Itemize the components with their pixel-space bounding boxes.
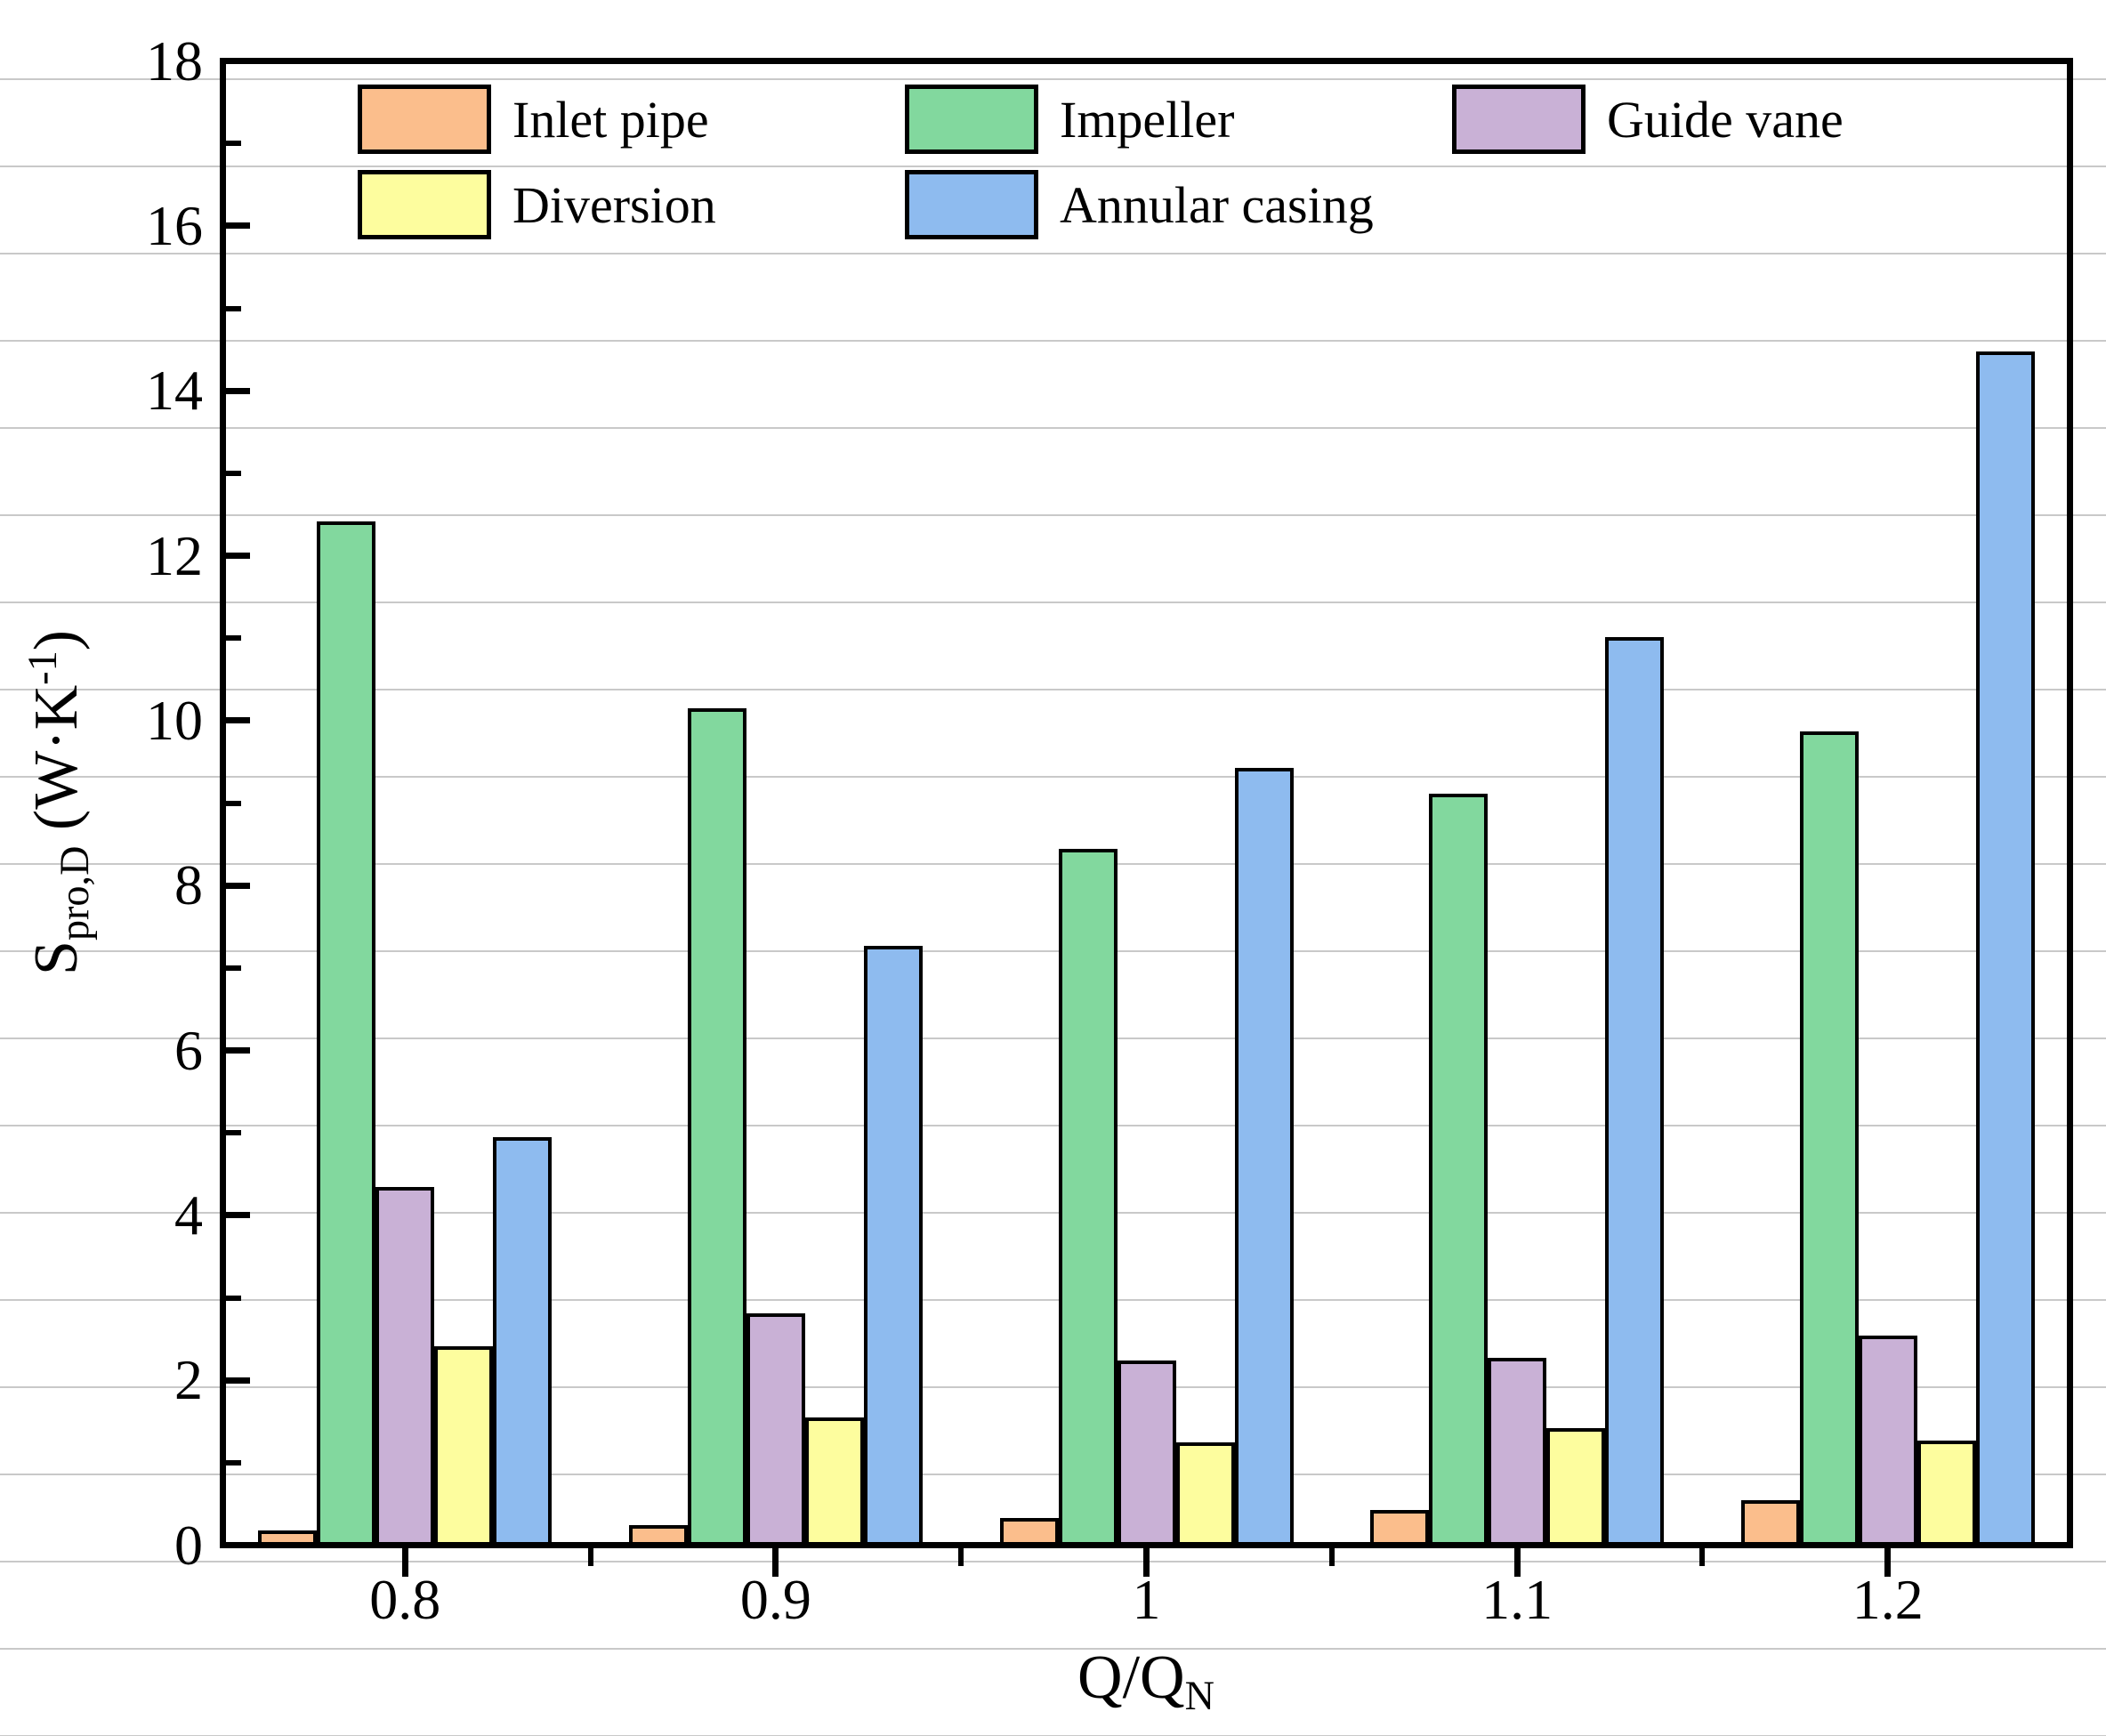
y-major-tick-4 xyxy=(220,1212,250,1219)
x-axis-title: Q/QN xyxy=(1077,1643,1214,1718)
x-minor-tick-3 xyxy=(1328,1545,1335,1566)
y-minor-tick-3 xyxy=(220,1295,241,1301)
y-major-tick-14 xyxy=(220,387,250,394)
x-major-tick-0.8 xyxy=(401,1545,408,1577)
axis-spine-right xyxy=(2067,58,2073,1548)
bar-impeller-1.1 xyxy=(1429,793,1489,1546)
y-minor-tick-13 xyxy=(220,470,241,476)
y-major-tick-8 xyxy=(220,882,250,889)
legend-swatch xyxy=(1452,85,1586,154)
x-major-tick-1 xyxy=(1143,1545,1150,1577)
bar-annular-casing-1.2 xyxy=(1975,351,2035,1546)
x-major-tick-0.9 xyxy=(772,1545,779,1577)
plot-area: Inlet pipe Impeller Guide vane Diversion Ann… xyxy=(220,58,2073,1577)
y-tick-label-2: 2 xyxy=(174,1348,203,1412)
legend-swatch xyxy=(358,85,491,154)
y-minor-tick-7 xyxy=(220,965,241,971)
bar-guide-vane-1.2 xyxy=(1858,1335,1917,1546)
y-minor-tick-1 xyxy=(220,1459,241,1466)
y-major-tick-10 xyxy=(220,717,250,724)
y-minor-tick-9 xyxy=(220,800,241,806)
bar-inlet-pipe-1.2 xyxy=(1740,1500,1800,1546)
bar-guide-vane-1.1 xyxy=(1488,1357,1547,1546)
x-tick-label-1.1: 1.1 xyxy=(1481,1568,1553,1631)
bar-diversion-1.1 xyxy=(1546,1428,1606,1546)
bar-impeller-1.2 xyxy=(1799,731,1859,1546)
x-minor-tick-2 xyxy=(958,1545,964,1566)
legend-swatch xyxy=(905,85,1038,154)
y-tick-label-4: 4 xyxy=(174,1183,203,1247)
bar-annular-casing-1.1 xyxy=(1605,636,1665,1546)
bar-guide-vane-1 xyxy=(1117,1360,1176,1546)
bar-inlet-pipe-1.1 xyxy=(1370,1510,1430,1546)
x-tick-label-1.2: 1.2 xyxy=(1852,1568,1924,1631)
y-tick-label-6: 6 xyxy=(174,1018,203,1082)
y-major-tick-12 xyxy=(220,553,250,559)
legend-label: Inlet pipe xyxy=(512,90,709,149)
y-tick-label-14: 14 xyxy=(146,359,203,423)
bar-impeller-0.8 xyxy=(317,521,376,1546)
x-tick-label-0.8: 0.8 xyxy=(369,1568,441,1631)
y-minor-tick-5 xyxy=(220,1130,241,1136)
axis-spine-top xyxy=(220,58,2073,64)
legend-item-inlet-pipe: Inlet pipe xyxy=(358,83,905,156)
bar-diversion-0.8 xyxy=(434,1345,494,1546)
bar-diversion-1.2 xyxy=(1916,1441,1976,1546)
x-minor-tick-4 xyxy=(1699,1545,1706,1566)
y-tick-label-8: 8 xyxy=(174,853,203,917)
bar-guide-vane-0.8 xyxy=(375,1186,435,1546)
legend-swatch xyxy=(905,170,1038,239)
legend-item-diversion: Diversion xyxy=(358,168,905,241)
x-major-tick-1.2 xyxy=(1884,1545,1892,1577)
legend-label: Guide vane xyxy=(1607,90,1844,149)
bar-annular-casing-0.8 xyxy=(493,1137,553,1546)
bar-annular-casing-0.9 xyxy=(863,946,923,1546)
legend-item-impeller: Impeller xyxy=(905,83,1452,156)
bar-impeller-1 xyxy=(1058,848,1118,1546)
y-tick-label-0: 0 xyxy=(174,1513,203,1577)
legend-item-annular-casing: Annular casing xyxy=(905,168,1452,241)
y-tick-label-16: 16 xyxy=(146,193,203,257)
legend: Inlet pipe Impeller Guide vane Diversion Ann… xyxy=(358,83,1844,241)
bar-guide-vane-0.9 xyxy=(746,1312,805,1546)
y-major-tick-6 xyxy=(220,1047,250,1054)
y-tick-label-18: 18 xyxy=(146,28,203,93)
y-major-tick-2 xyxy=(220,1377,250,1384)
y-tick-label-12: 12 xyxy=(146,523,203,587)
legend-swatch xyxy=(358,170,491,239)
bar-diversion-0.9 xyxy=(804,1417,864,1546)
y-axis-title: Spro,D (W·K-1) xyxy=(19,630,98,975)
y-tick-label-10: 10 xyxy=(146,688,203,752)
y-major-tick-16 xyxy=(220,222,250,230)
y-minor-tick-15 xyxy=(220,305,241,311)
bar-diversion-1 xyxy=(1175,1442,1235,1546)
y-minor-tick-11 xyxy=(220,635,241,642)
legend-label: Diversion xyxy=(512,175,716,234)
y-minor-tick-17 xyxy=(220,141,241,147)
legend-item-guide-vane: Guide vane xyxy=(1452,83,1844,156)
legend-label: Impeller xyxy=(1060,90,1235,149)
bar-impeller-0.9 xyxy=(687,708,746,1546)
x-major-tick-1.1 xyxy=(1513,1545,1521,1577)
legend-label: Annular casing xyxy=(1060,175,1374,234)
bar-annular-casing-1 xyxy=(1234,768,1294,1546)
x-tick-label-1: 1 xyxy=(1132,1568,1161,1631)
x-tick-label-0.9: 0.9 xyxy=(739,1568,811,1631)
x-minor-tick-1 xyxy=(587,1545,593,1566)
